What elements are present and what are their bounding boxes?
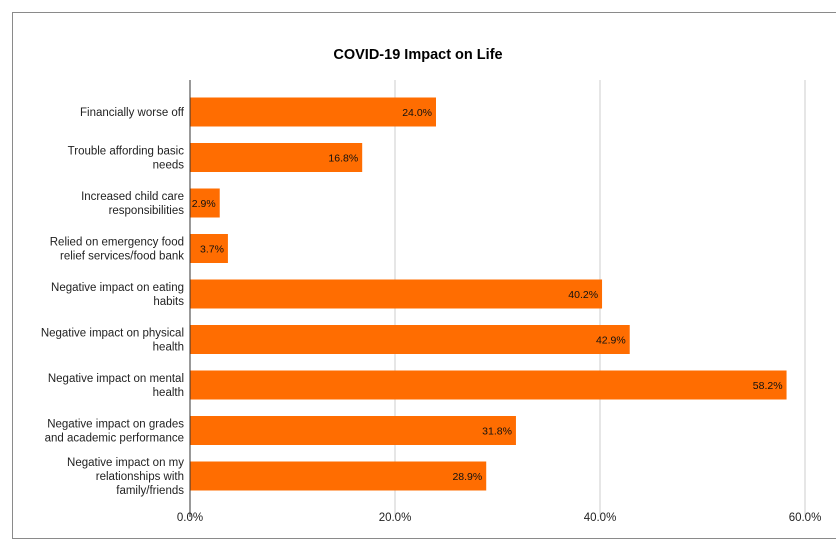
bar <box>190 234 228 263</box>
category-label: Negative impact on grades <box>47 419 184 431</box>
category-label: Financially worse off <box>80 107 185 119</box>
x-tick-label: 20.0% <box>379 512 412 524</box>
category-label: Negative impact on eating <box>51 282 184 294</box>
bar <box>190 97 436 127</box>
category-label: needs <box>153 160 185 172</box>
category-label: Increased child care <box>81 191 184 203</box>
bar-value-label: 40.2% <box>568 289 598 301</box>
bar-value-label: 16.8% <box>328 153 358 165</box>
bar <box>190 279 603 309</box>
bar-value-label: 28.9% <box>452 471 482 483</box>
bar <box>190 188 220 218</box>
bar-value-label: 31.8% <box>482 426 512 438</box>
bar-value-label: 24.0% <box>402 107 432 119</box>
bar <box>190 370 787 400</box>
category-label: responsibilities <box>109 205 185 217</box>
category-label: relief services/food bank <box>60 251 184 263</box>
bar-value-label: 2.9% <box>192 198 216 210</box>
category-label: Negative impact on mental <box>48 373 184 385</box>
category-label: habits <box>153 296 184 308</box>
bar <box>190 143 363 172</box>
bar-value-label: 58.2% <box>753 380 783 392</box>
bar-chart-plot: 24.0% Financially worse off 16.8% Trouble a… <box>41 80 822 524</box>
bar-value-label: 3.7% <box>200 244 224 256</box>
category-label: health <box>153 387 184 399</box>
category-label: family/friends <box>116 485 184 497</box>
x-tick-label: 0.0% <box>177 512 203 524</box>
category-label: Negative impact on physical <box>41 328 184 340</box>
bar-value-label: 42.9% <box>596 335 626 347</box>
bar <box>190 325 630 354</box>
category-label: health <box>153 342 184 354</box>
x-tick-label: 60.0% <box>789 512 822 524</box>
category-label: Negative impact on my <box>67 457 184 469</box>
x-tick-label: 40.0% <box>584 512 617 524</box>
category-label: relationships with <box>96 471 184 483</box>
bar <box>190 461 487 491</box>
bar <box>190 416 516 445</box>
chart-title: COVID-19 Impact on Life <box>333 47 503 63</box>
category-label: Relied on emergency food <box>50 237 184 249</box>
category-label: and academic performance <box>45 433 184 445</box>
category-label: Trouble affording basic <box>68 146 185 158</box>
